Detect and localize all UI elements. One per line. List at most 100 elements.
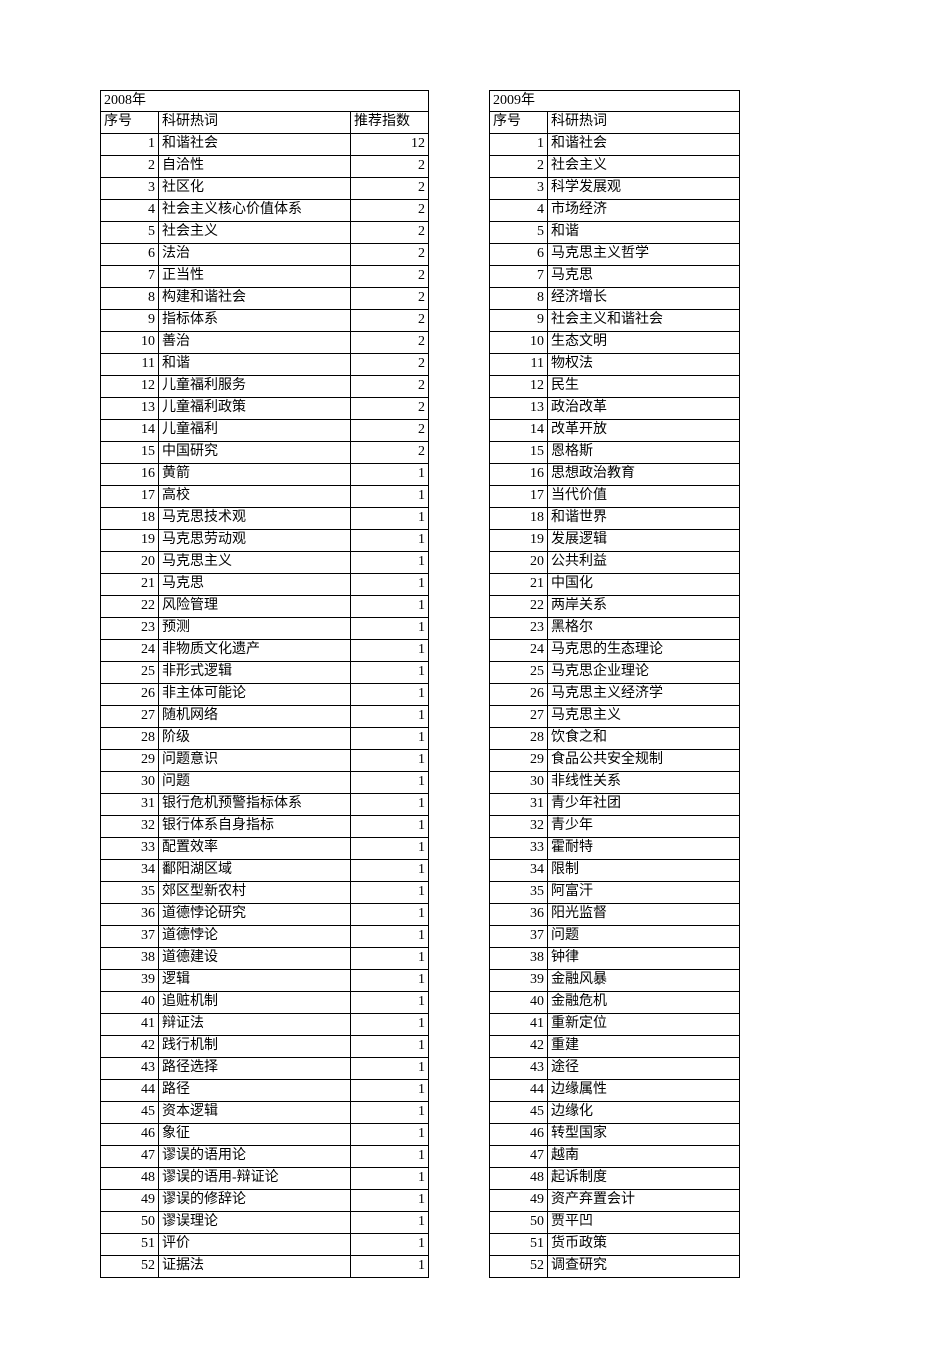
- term-cell: 随机网络: [159, 706, 351, 728]
- seq-cell: 51: [490, 1234, 548, 1256]
- table-row: 25马克思企业理论: [489, 662, 740, 684]
- table-row: 26非主体可能论1: [100, 684, 429, 706]
- idx-cell: 12: [351, 134, 429, 156]
- term-cell: 两岸关系: [548, 596, 740, 618]
- table-row: 8经济增长: [489, 288, 740, 310]
- seq-cell: 27: [101, 706, 159, 728]
- idx-cell: 1: [351, 684, 429, 706]
- table-row: 39金融风暴: [489, 970, 740, 992]
- term-cell: 经济增长: [548, 288, 740, 310]
- seq-cell: 41: [101, 1014, 159, 1036]
- table-row: 37问题: [489, 926, 740, 948]
- idx-cell: 2: [351, 332, 429, 354]
- table-row: 14改革开放: [489, 420, 740, 442]
- table-row: 12民生: [489, 376, 740, 398]
- header-row-left: 序号 科研热词 推荐指数: [100, 112, 429, 134]
- table-row: 42践行机制1: [100, 1036, 429, 1058]
- table-row: 50谬误理论1: [100, 1212, 429, 1234]
- seq-cell: 38: [101, 948, 159, 970]
- idx-cell: 1: [351, 838, 429, 860]
- seq-cell: 20: [490, 552, 548, 574]
- year-label-2009: 2009年: [490, 91, 740, 112]
- term-cell: 善治: [159, 332, 351, 354]
- term-cell: 构建和谐社会: [159, 288, 351, 310]
- table-row: 52证据法1: [100, 1256, 429, 1278]
- term-cell: 非主体可能论: [159, 684, 351, 706]
- table-row: 30问题1: [100, 772, 429, 794]
- idx-cell: 1: [351, 1036, 429, 1058]
- table-row: 35阿富汗: [489, 882, 740, 904]
- table-row: 19马克思劳动观1: [100, 530, 429, 552]
- seq-cell: 35: [490, 882, 548, 904]
- term-cell: 问题: [548, 926, 740, 948]
- table-row: 15恩格斯: [489, 442, 740, 464]
- term-cell: 道德悖论研究: [159, 904, 351, 926]
- term-cell: 贾平凹: [548, 1212, 740, 1234]
- seq-cell: 38: [490, 948, 548, 970]
- table-row: 34限制: [489, 860, 740, 882]
- seq-cell: 19: [101, 530, 159, 552]
- table-row: 28阶级1: [100, 728, 429, 750]
- table-row: 43途径: [489, 1058, 740, 1080]
- table-row: 23黑格尔: [489, 618, 740, 640]
- table-row: 30非线性关系: [489, 772, 740, 794]
- seq-cell: 6: [490, 244, 548, 266]
- seq-cell: 48: [490, 1168, 548, 1190]
- idx-cell: 1: [351, 1234, 429, 1256]
- seq-cell: 25: [101, 662, 159, 684]
- seq-cell: 29: [101, 750, 159, 772]
- table-row: 47谬误的语用论1: [100, 1146, 429, 1168]
- table-row: 51货币政策: [489, 1234, 740, 1256]
- seq-cell: 25: [490, 662, 548, 684]
- seq-cell: 16: [101, 464, 159, 486]
- seq-cell: 2: [101, 156, 159, 178]
- seq-cell: 5: [101, 222, 159, 244]
- table-row: 9指标体系2: [100, 310, 429, 332]
- table-row: 20公共利益: [489, 552, 740, 574]
- table-row: 17当代价值: [489, 486, 740, 508]
- year-label-2008: 2008年: [101, 91, 429, 112]
- seq-cell: 31: [490, 794, 548, 816]
- term-cell: 预测: [159, 618, 351, 640]
- col-header-seq: 序号: [101, 112, 159, 134]
- term-cell: 儿童福利服务: [159, 376, 351, 398]
- seq-cell: 46: [101, 1124, 159, 1146]
- table-row: 13儿童福利政策2: [100, 398, 429, 420]
- term-cell: 逻辑: [159, 970, 351, 992]
- idx-cell: 1: [351, 552, 429, 574]
- idx-cell: 1: [351, 1014, 429, 1036]
- idx-cell: 2: [351, 266, 429, 288]
- col-header-seq-r: 序号: [490, 112, 548, 134]
- table-row: 40追赃机制1: [100, 992, 429, 1014]
- table-row: 46转型国家: [489, 1124, 740, 1146]
- seq-cell: 35: [101, 882, 159, 904]
- seq-cell: 21: [490, 574, 548, 596]
- seq-cell: 6: [101, 244, 159, 266]
- idx-cell: 2: [351, 442, 429, 464]
- seq-cell: 3: [490, 178, 548, 200]
- seq-cell: 11: [490, 354, 548, 376]
- seq-cell: 31: [101, 794, 159, 816]
- table-row: 2社会主义: [489, 156, 740, 178]
- term-cell: 配置效率: [159, 838, 351, 860]
- term-cell: 马克思的生态理论: [548, 640, 740, 662]
- idx-cell: 1: [351, 596, 429, 618]
- seq-cell: 52: [490, 1256, 548, 1278]
- table-row: 1和谐社会: [489, 134, 740, 156]
- term-cell: 改革开放: [548, 420, 740, 442]
- table-row: 10生态文明: [489, 332, 740, 354]
- table-row: 35郊区型新农村1: [100, 882, 429, 904]
- term-cell: 资产弃置会计: [548, 1190, 740, 1212]
- seq-cell: 32: [101, 816, 159, 838]
- header-row-right: 序号 科研热词: [489, 112, 740, 134]
- table-row: 4市场经济: [489, 200, 740, 222]
- table-row: 6法治2: [100, 244, 429, 266]
- term-cell: 当代价值: [548, 486, 740, 508]
- table-row: 34鄱阳湖区域1: [100, 860, 429, 882]
- seq-cell: 8: [490, 288, 548, 310]
- table-row: 29食品公共安全规制: [489, 750, 740, 772]
- table-row: 18马克思技术观1: [100, 508, 429, 530]
- table-row: 7马克思: [489, 266, 740, 288]
- table-row: 31青少年社团: [489, 794, 740, 816]
- term-cell: 公共利益: [548, 552, 740, 574]
